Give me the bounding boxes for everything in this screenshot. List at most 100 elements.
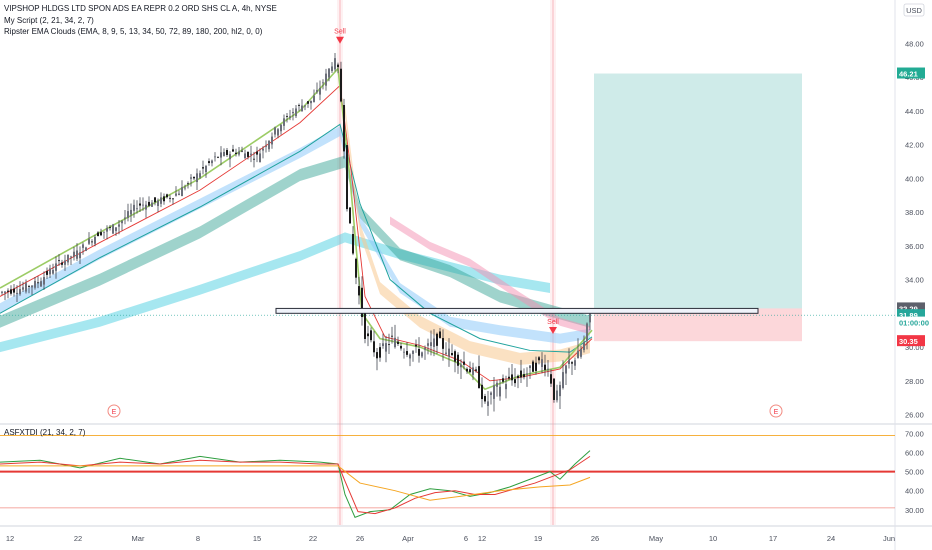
candle-body xyxy=(556,390,558,401)
earnings-label-0: E xyxy=(112,409,117,416)
time-tick: 6 xyxy=(464,534,468,543)
candle-body xyxy=(400,345,402,349)
legend-my-script[interactable]: My Script (2, 21, 34, 2, 7) xyxy=(4,16,94,25)
candle-body xyxy=(268,140,270,150)
candle-body xyxy=(487,401,489,406)
candle-body xyxy=(175,193,177,196)
time-tick: 26 xyxy=(356,534,364,543)
candle-body xyxy=(367,333,369,337)
candle-body xyxy=(1,291,3,293)
candle-body xyxy=(193,176,195,179)
candle-body xyxy=(295,108,297,117)
candle-body xyxy=(199,173,201,178)
candle-body xyxy=(211,160,213,164)
candle-body xyxy=(478,366,480,388)
candle-body xyxy=(202,167,204,169)
candle-body xyxy=(397,341,399,345)
osc-tick: 60.00 xyxy=(905,449,924,458)
candle-body xyxy=(100,232,102,236)
legend-ripster-ema-clouds[interactable]: Ripster EMA Clouds (EMA, 8, 9, 5, 13, 34… xyxy=(4,27,263,36)
price-tick: 34.00 xyxy=(905,276,924,285)
ema-cloud-pink xyxy=(390,216,590,335)
candle-body xyxy=(499,386,501,397)
candle-body xyxy=(181,187,183,197)
candle-body xyxy=(316,90,318,92)
candle-body xyxy=(517,375,519,379)
candle-body xyxy=(550,374,552,384)
candle-body xyxy=(388,344,390,346)
candle-body xyxy=(205,165,207,173)
candle-body xyxy=(571,362,573,364)
candle-body xyxy=(73,251,75,257)
candle-body xyxy=(160,197,162,204)
candle-body xyxy=(208,161,210,164)
candle-body xyxy=(406,351,408,355)
candle-body xyxy=(586,323,588,342)
candle-body xyxy=(508,376,510,379)
candle-body xyxy=(520,370,522,378)
candle-body xyxy=(481,384,483,400)
candle-body xyxy=(217,156,219,158)
osc-tick: 70.00 xyxy=(905,430,924,439)
candle-body xyxy=(46,271,48,275)
price-badge-3 xyxy=(897,316,925,328)
candle-body xyxy=(64,260,66,265)
time-tick: Mar xyxy=(132,534,145,543)
time-tick: 8 xyxy=(196,534,200,543)
candle-body xyxy=(418,348,420,356)
candle-body xyxy=(220,152,222,158)
oscillator-title[interactable]: ASFXTDI (21, 34, 2, 7) xyxy=(4,428,86,437)
candle-body xyxy=(223,152,225,156)
candle-body xyxy=(421,352,423,357)
candle-body xyxy=(169,197,171,199)
time-tick: 17 xyxy=(769,534,777,543)
sell-arrow-1 xyxy=(549,326,557,334)
candle-body xyxy=(469,369,471,373)
candle-body xyxy=(535,362,537,371)
candle-body xyxy=(148,201,150,206)
candle-body xyxy=(250,153,252,155)
osc-series-0 xyxy=(0,450,591,519)
price-badge-0 xyxy=(897,67,925,79)
candle-body xyxy=(424,348,426,350)
candle-body xyxy=(358,286,360,296)
candle-body xyxy=(385,343,387,352)
candle-body xyxy=(274,127,276,135)
candle-body xyxy=(61,262,63,265)
candle-body xyxy=(28,286,30,287)
price-tick: 42.00 xyxy=(905,141,924,150)
earnings-marker-1 xyxy=(769,404,783,418)
candle-body xyxy=(472,367,474,375)
candle-body xyxy=(346,145,348,210)
candle-body xyxy=(139,203,141,206)
candle-body xyxy=(304,105,306,107)
price-badge-2 xyxy=(897,309,925,321)
candle-body xyxy=(433,338,435,347)
time-tick: 12 xyxy=(6,534,14,543)
candle-body xyxy=(292,111,294,114)
candle-body xyxy=(109,227,111,229)
price-badge-label-1: 32.29 xyxy=(899,304,918,313)
candle-body xyxy=(280,124,282,132)
ema-line-teal xyxy=(0,123,593,353)
price-tick: 36.00 xyxy=(905,242,924,251)
candle-body xyxy=(241,150,243,152)
osc-series-1 xyxy=(0,455,591,515)
candle-body xyxy=(355,258,357,278)
candle-body xyxy=(466,368,468,372)
price-badge-label-4: 30.35 xyxy=(899,337,918,346)
osc-tick: 50.00 xyxy=(905,468,924,477)
candle-body xyxy=(253,158,255,160)
candle-body xyxy=(187,183,189,185)
price-badge-1 xyxy=(897,302,925,314)
candle-body xyxy=(145,204,147,210)
candle-body xyxy=(505,384,507,390)
price-tick: 48.00 xyxy=(905,39,924,48)
candle-body xyxy=(7,290,9,292)
candle-body xyxy=(130,209,132,215)
price-badge-4 xyxy=(897,335,925,347)
candle-body xyxy=(163,196,165,202)
candle-body xyxy=(4,291,6,293)
time-tick: 24 xyxy=(827,534,835,543)
